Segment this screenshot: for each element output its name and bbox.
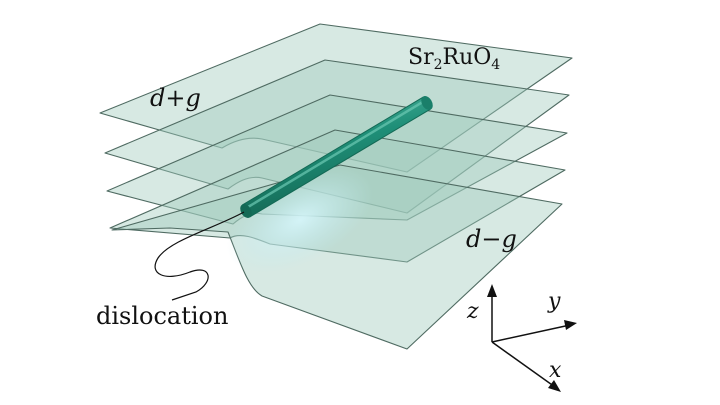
rod-end-near — [240, 204, 252, 218]
material-label: Sr2RuO4 — [408, 45, 500, 73]
axis-y-label: y — [547, 289, 561, 314]
rod-end-far — [421, 96, 433, 110]
lattice-plane-5 — [111, 164, 563, 350]
dislocation-leader — [154, 211, 245, 301]
lattice-plane-2 — [104, 59, 570, 214]
lattice-plane-1 — [99, 23, 573, 173]
coordinate-axes: z y x — [466, 284, 577, 392]
axis-x-label: x — [549, 358, 562, 383]
dislocation-label: dislocation — [96, 302, 228, 330]
lattice-planes — [99, 23, 573, 350]
bottom-phase-label: d−g — [466, 225, 517, 253]
top-phase-label: d+g — [150, 84, 201, 112]
axis-z-label: z — [466, 299, 479, 324]
dislocation-rod — [240, 96, 433, 218]
